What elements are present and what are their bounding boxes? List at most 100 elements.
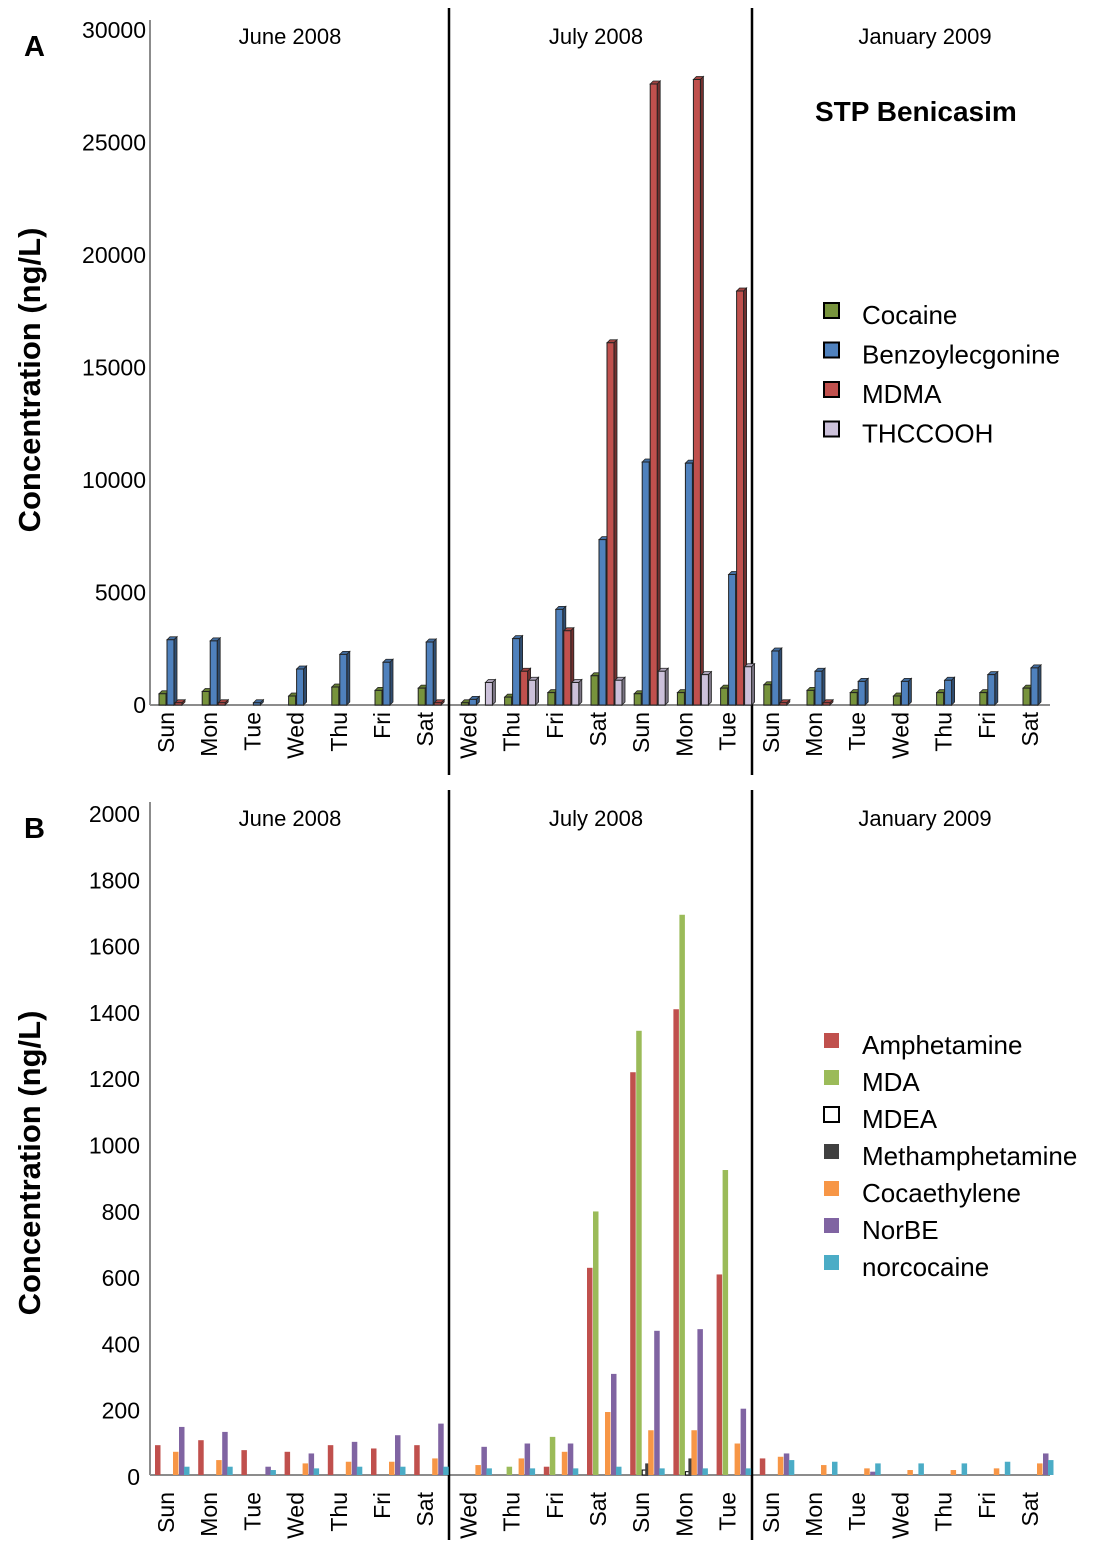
bar: [241, 1450, 247, 1475]
bar: [779, 702, 788, 706]
bar: [763, 684, 772, 706]
bar: [697, 1329, 703, 1475]
x-tick-label: Mon: [671, 712, 697, 757]
bar: [649, 83, 658, 706]
chart-annotation: STP Benicasim: [815, 96, 1017, 127]
bar: [222, 1431, 228, 1475]
x-tick-label: Sat: [585, 1491, 611, 1526]
bar: [720, 687, 729, 706]
x-tick-label: Wed: [887, 712, 913, 759]
bar: [611, 1373, 617, 1475]
y-tick-label: 15000: [82, 355, 146, 381]
bar: [864, 1468, 870, 1475]
bar: [209, 640, 218, 706]
y-tick-label: 1600: [89, 934, 140, 960]
legend-label: NorBE: [862, 1215, 939, 1245]
bar: [936, 692, 945, 706]
panel-b: 0 200 400 600 800 1000 1200 1400 1600 1800 2000 Jun…: [12, 790, 1077, 1545]
bar: [468, 698, 477, 706]
x-tick-label: Tue: [715, 712, 741, 751]
legend: Amphetamine MDA MDEA Methamphetamine Cocaeth…: [823, 1030, 1077, 1282]
bar: [659, 1468, 665, 1475]
bar: [598, 539, 607, 706]
bar: [657, 670, 666, 706]
bar: [460, 702, 469, 706]
bar: [484, 682, 493, 706]
bar: [692, 79, 701, 706]
y-tick-label: 10000: [82, 467, 146, 493]
bar: [736, 290, 745, 706]
bar: [389, 1461, 395, 1475]
bar: [284, 1451, 291, 1475]
legend-swatch: [824, 1181, 839, 1196]
bar: [822, 702, 831, 706]
bar: [520, 670, 529, 706]
bar: [572, 1468, 579, 1475]
bar: [648, 1430, 654, 1475]
bar: [395, 1435, 401, 1475]
y-tick-label: 1800: [89, 867, 140, 893]
y-tick-label: 5000: [95, 580, 146, 606]
bar: [432, 1458, 438, 1475]
bar: [587, 1267, 593, 1475]
bar: [684, 462, 693, 706]
x-tick-label: Tue: [844, 712, 870, 751]
bar: [201, 691, 210, 706]
bar: [783, 1453, 790, 1475]
x-tick-label: Sat: [412, 1491, 438, 1526]
legend-label: norcocaine: [862, 1252, 989, 1282]
bar: [950, 1470, 957, 1475]
bar: [547, 692, 556, 706]
panel-label: A: [24, 31, 45, 63]
x-tick-label: Mon: [671, 1492, 697, 1537]
bar: [549, 1436, 556, 1475]
bar: [308, 1453, 315, 1475]
bar: [633, 693, 642, 706]
bar: [166, 639, 175, 706]
legend-label: MDA: [862, 1067, 920, 1097]
x-tick-label: Fri: [369, 1492, 395, 1519]
bar: [821, 1465, 827, 1475]
bar: [1030, 667, 1039, 706]
legend-swatch: [823, 381, 840, 398]
bar: [518, 1458, 525, 1475]
x-tick-label: Fri: [542, 1492, 568, 1519]
bar: [892, 695, 901, 706]
bar: [302, 1463, 309, 1475]
y-tick-label: 400: [102, 1331, 140, 1357]
bar: [740, 1408, 747, 1475]
x-tick-label: Sat: [1017, 711, 1043, 746]
legend-swatch: [823, 341, 840, 359]
bar: [1043, 1453, 1049, 1475]
bar: [217, 702, 226, 706]
bar: [173, 1451, 179, 1475]
bar: [979, 692, 988, 706]
bar: [339, 653, 348, 706]
bar: [593, 1211, 599, 1475]
bar: [1022, 687, 1031, 706]
bar: [688, 1458, 694, 1475]
y-tick-label: 25000: [82, 130, 146, 156]
bar: [265, 1466, 271, 1475]
bar: [486, 1468, 492, 1475]
bar: [944, 679, 953, 706]
period-label: January 2009: [858, 806, 991, 831]
x-tick-label: Mon: [196, 1492, 222, 1537]
x-tick-label: Mon: [801, 712, 827, 757]
bar: [524, 1443, 531, 1475]
bar: [270, 1470, 276, 1475]
x-tick-label: Sat: [1017, 1491, 1043, 1526]
x-tick-label: Sun: [758, 712, 784, 753]
legend-label: Methamphetamine: [862, 1141, 1077, 1171]
bar: [567, 1443, 574, 1475]
bar: [506, 1466, 513, 1475]
x-tick-label: Wed: [283, 1492, 309, 1539]
x-tick-label: Thu: [499, 1492, 525, 1532]
bar: [227, 1466, 233, 1475]
legend-swatch: [824, 1255, 839, 1270]
bar: [918, 1463, 924, 1475]
bar: [313, 1468, 320, 1475]
x-tick-label: Wed: [887, 1492, 913, 1539]
y-tick-label: 0: [133, 692, 146, 718]
